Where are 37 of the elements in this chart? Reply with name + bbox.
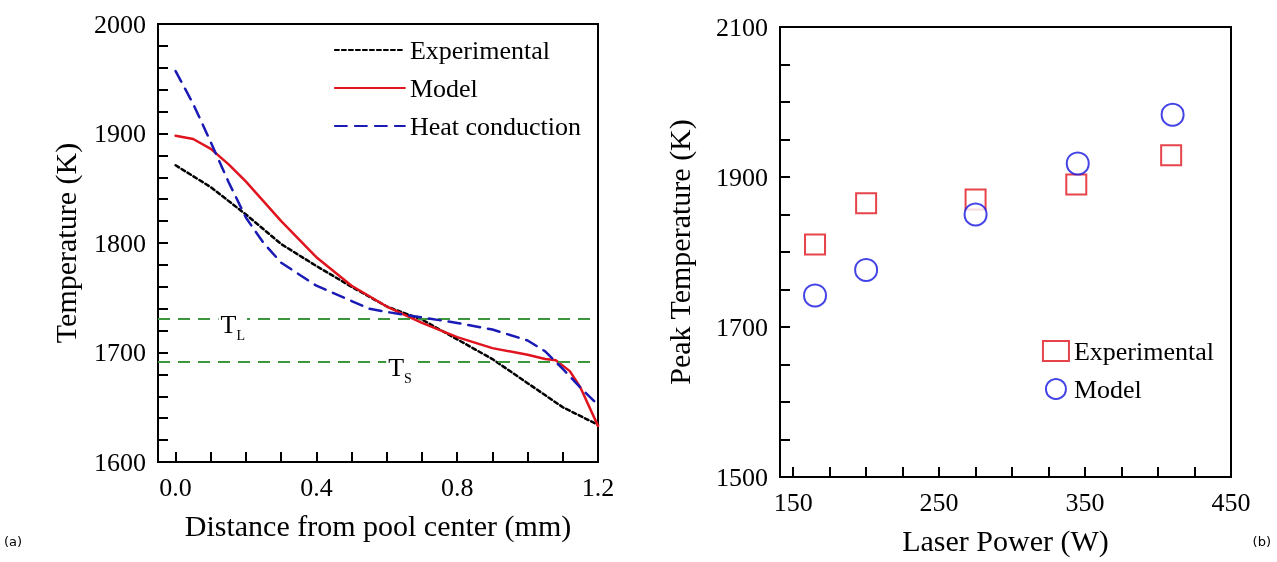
legend-label: Experimental [409,35,550,65]
y-tick-label: 1800 [94,228,146,258]
y-tick-label: 1500 [716,462,768,492]
text: (b) [1252,534,1272,549]
legend-label: Heat conduction [409,111,581,141]
y-tick-label: 1900 [94,119,146,148]
legend-label: Model [409,73,478,103]
text: (a) [4,534,23,549]
x-tick-label: 0.4 [300,472,333,502]
x-axis-title: Laser Power (W) [902,523,1109,558]
legend-label: Model [1073,374,1142,404]
y-tick-label: 1600 [94,447,146,477]
point [803,283,828,308]
point [1160,102,1185,127]
point [963,202,988,227]
x-tick-label: 450 [1211,487,1251,517]
point [804,233,827,256]
point [854,258,879,282]
point [1160,144,1183,167]
y-tick-label: 2100 [716,12,768,42]
point [855,192,878,215]
x-tick-label: 250 [919,487,959,517]
y-tick-label: 1700 [94,338,146,367]
y-tick-label: 1900 [716,162,768,192]
x-axis-title: Distance from pool center (mm) [184,508,572,543]
y-axis-title: Temperature (K) [48,142,83,344]
y-tick-label: 1700 [716,312,768,342]
legend-label: Experimental [1073,336,1215,366]
x-tick-label: 0.8 [440,472,474,502]
x-tick-label: 150 [773,487,813,517]
y-axis-title: Peak Temperature (K) [662,119,697,385]
point [1065,151,1090,176]
y-tick-label: 2000 [94,9,146,39]
x-tick-label: 1.2 [581,472,615,502]
x-tick-label: 0.0 [159,472,192,502]
point [1065,173,1088,196]
x-tick-label: 350 [1065,487,1105,517]
